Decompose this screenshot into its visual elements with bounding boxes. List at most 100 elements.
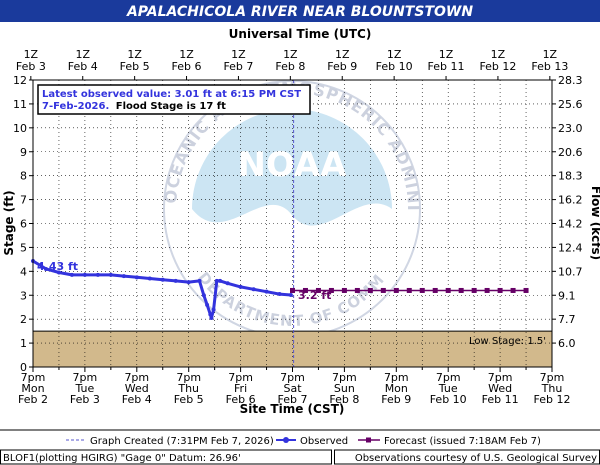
observed-point: [211, 307, 216, 312]
flow-tick-label: 9.1: [558, 289, 576, 302]
y-tick-label: 9: [20, 146, 27, 159]
utc-tick-label-date: Feb 8: [275, 60, 305, 73]
y-tick-label: 6: [20, 218, 27, 231]
observed-point: [82, 272, 87, 277]
flow-tick-label: 12.4: [558, 241, 583, 254]
observed-point: [225, 281, 230, 286]
flow-tick-label: 7.7: [558, 313, 576, 326]
utc-tick-label-time: 1Z: [179, 48, 194, 61]
y-tick-label: 10: [13, 122, 27, 135]
left-axis-label: Stage (ft): [2, 190, 16, 255]
observed-point: [108, 272, 113, 277]
observed-point: [197, 278, 202, 283]
x-tick-label-time: 7pm: [436, 371, 461, 384]
low-stage-label: Low Stage: 1.5': [469, 336, 546, 347]
legend-forecast: Forecast (issued 7:18AM Feb 7): [384, 436, 541, 447]
observed-point: [69, 272, 74, 277]
utc-tick-label-time: 1Z: [75, 48, 90, 61]
flow-tick-label: 16.2: [558, 194, 583, 207]
latest-observed-text: Latest observed value: 3.01 ft at 6:15 P…: [42, 89, 301, 100]
y-tick-label: 0: [20, 361, 27, 374]
x-tick-label-date: Feb 3: [70, 393, 100, 406]
forecast-point: [354, 287, 360, 293]
forecast-point: [367, 287, 373, 293]
x-tick-label-time: 7pm: [488, 371, 513, 384]
utc-tick-label-date: Feb 4: [68, 60, 98, 73]
x-tick-label-date: Feb 2: [18, 393, 48, 406]
flow-tick-label: 18.3: [558, 170, 583, 183]
flow-tick-label: 14.2: [558, 218, 583, 231]
forecast-point: [315, 287, 321, 293]
forecast-point: [302, 287, 308, 293]
utc-tick-label-time: 1Z: [283, 48, 298, 61]
forecast-point: [380, 287, 386, 293]
x-tick-label-time: 7pm: [73, 371, 98, 384]
observed-point: [121, 274, 126, 279]
x-tick-label-date: Feb 5: [174, 393, 204, 406]
y-tick-label: 11: [13, 98, 27, 111]
observed-swatch-marker: [283, 437, 289, 443]
low-stage-band: [33, 330, 552, 367]
observed-point: [173, 278, 178, 283]
x-tick-label-time: 7pm: [176, 371, 201, 384]
observed-point: [147, 276, 152, 281]
observed-point: [288, 293, 293, 298]
footer-left-box: [0, 449, 332, 465]
x-tick-label-date: Feb 6: [226, 393, 256, 406]
forecast-point: [406, 287, 412, 293]
x-tick-label-day: Tue: [75, 382, 95, 395]
x-tick-label-day: Fri: [234, 382, 247, 395]
forecast-point: [290, 287, 295, 293]
utc-tick-label-date: Feb 7: [223, 60, 253, 73]
x-tick-label-time: 7pm: [280, 371, 305, 384]
flood-stage-line: 7-Feb-2026. Flood Stage is 17 ft: [42, 101, 226, 112]
utc-tick-label-time: 1Z: [231, 48, 246, 61]
forecast-point: [328, 287, 334, 293]
flow-tick-label: 23.0: [558, 122, 583, 135]
fcst-start-label: 3.2 ft: [298, 289, 331, 302]
legend-observed: Observed: [300, 436, 348, 447]
obs-start-label: 4.43 ft: [37, 260, 78, 273]
utc-tick-label-time: 1Z: [491, 48, 506, 61]
x-tick-label-date: Feb 8: [329, 393, 359, 406]
utc-tick-label-date: Feb 9: [327, 60, 357, 73]
forecast-point: [393, 287, 399, 293]
y-tick-label: 4: [20, 265, 27, 278]
x-tick-label-time: 7pm: [384, 371, 409, 384]
utc-tick-label-date: Feb 12: [479, 60, 516, 73]
top-axis-label: Universal Time (UTC): [229, 27, 372, 41]
info-box: [37, 84, 311, 115]
utc-tick-label-time: 1Z: [24, 48, 39, 61]
x-tick-label-date: Feb 11: [482, 393, 519, 406]
x-tick-label-date: Feb 9: [381, 393, 411, 406]
utc-tick-label-date: Feb 10: [376, 60, 413, 73]
forecast-point: [471, 287, 477, 293]
noaa-seal-disc: [192, 109, 392, 309]
x-tick-label-date: Feb 10: [430, 393, 467, 406]
utc-tick-label-time: 1Z: [387, 48, 402, 61]
right-axis-label: Flow (kcfs): [589, 186, 600, 260]
x-tick-label-date: Feb 4: [122, 393, 152, 406]
observed-point: [43, 266, 48, 271]
x-tick-label-time: 7pm: [228, 371, 253, 384]
forecast-point: [445, 287, 451, 293]
x-tick-label-date: Feb 12: [534, 393, 571, 406]
utc-tick-label-time: 1Z: [439, 48, 454, 61]
x-tick-label-day: Wed: [488, 382, 512, 395]
observed-point: [264, 289, 269, 294]
right-axis: 6.0 7.7 9.1 10.7 12.4 14.2 16.2 18.3 20.6 23.0 25.…: [552, 74, 583, 350]
utc-tick-label-time: 1Z: [335, 48, 350, 61]
x-tick-label-day: Sat: [283, 382, 302, 395]
utc-tick-label-date: Feb 11: [428, 60, 465, 73]
low-stage-fill: [33, 331, 552, 367]
forecast-point: [419, 287, 425, 293]
title-bar: [0, 0, 600, 22]
flow-tick-label: 20.6: [558, 146, 583, 159]
flow-tick-label: 25.6: [558, 98, 583, 111]
x-tick-label-day: Sun: [334, 382, 355, 395]
forecast-point: [458, 287, 464, 293]
forecast-point: [523, 287, 529, 293]
